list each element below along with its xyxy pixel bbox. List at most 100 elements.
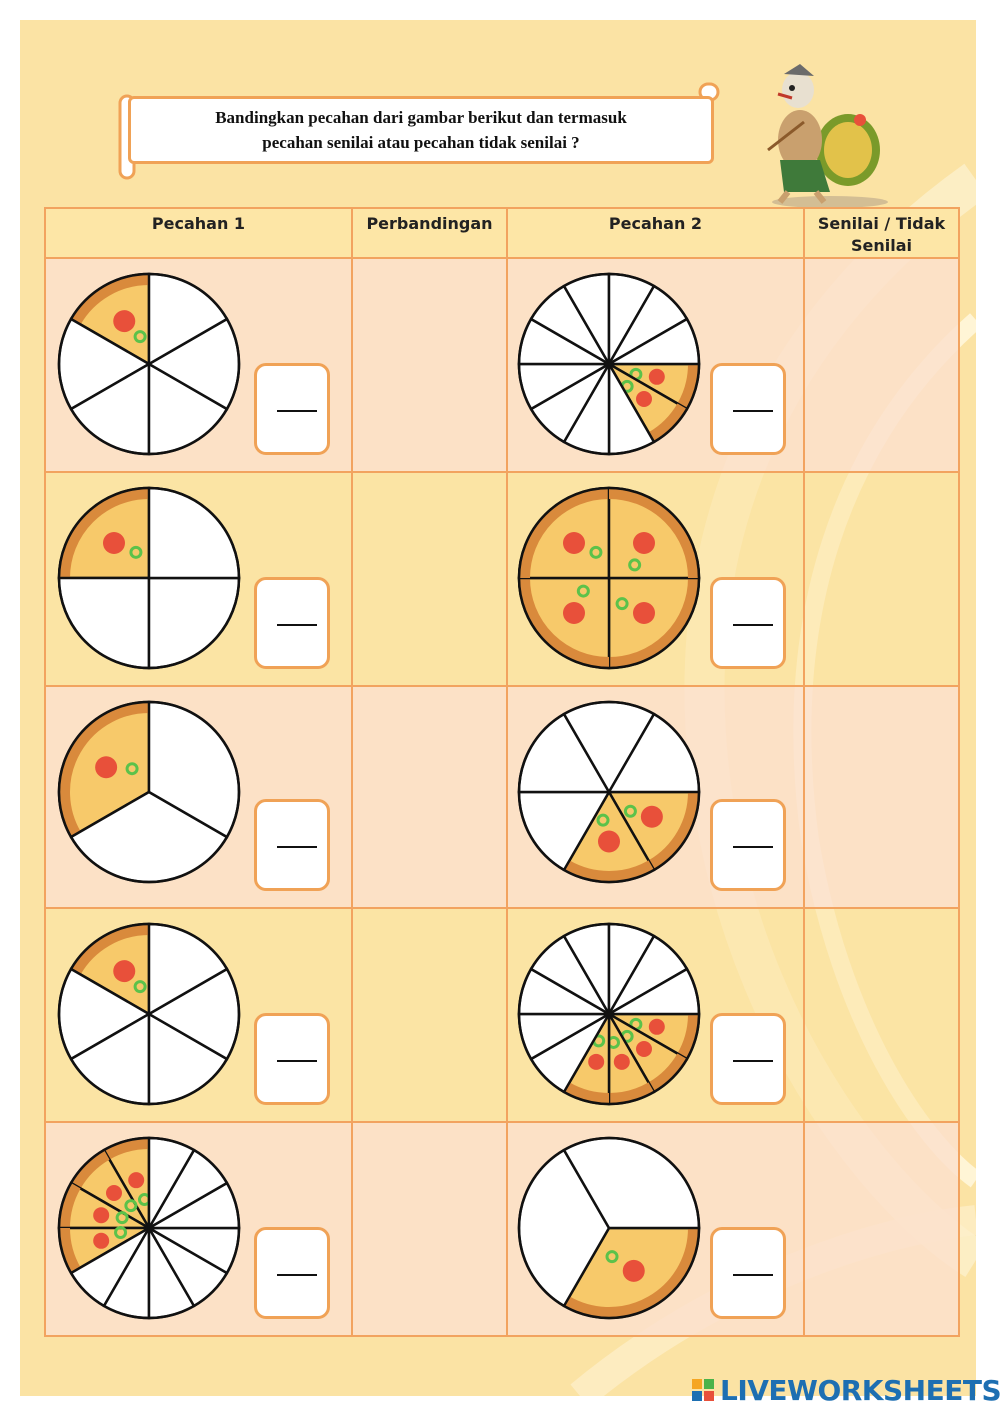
pepper-topping: [133, 980, 147, 994]
fraction-bar: [733, 410, 773, 412]
pepper-topping: [589, 545, 603, 559]
pizza-crust: [648, 1053, 687, 1092]
pepperoni-topping: [562, 602, 585, 625]
perbandingan-cell[interactable]: [351, 257, 508, 473]
header-pecahan-2: Pecahan 2: [506, 207, 805, 259]
pizza-outline: [517, 700, 701, 884]
fraction-bar: [277, 624, 317, 626]
pizza-crust: [648, 403, 687, 442]
pizza-crust: [104, 1139, 150, 1160]
pizza-crust: [564, 1082, 610, 1103]
pepper-topping: [115, 1211, 129, 1225]
fraction-bar: [277, 1060, 317, 1062]
pizza-crust: [60, 1227, 81, 1273]
senilai-cell[interactable]: [803, 1121, 960, 1337]
pepper-topping: [133, 330, 147, 344]
pizza-outline: [57, 272, 241, 456]
pepperoni-topping: [105, 1184, 122, 1201]
pizza-crust: [71, 925, 150, 975]
pepperoni-topping: [648, 1018, 665, 1035]
pecahan-1-cell: [44, 1121, 353, 1337]
pizza-fraction-2: [517, 486, 701, 670]
pizza-crust: [520, 489, 610, 579]
header-pecahan-1: Pecahan 1: [44, 207, 353, 259]
pizza-crust: [608, 1082, 654, 1103]
perbandingan-cell[interactable]: [351, 907, 508, 1123]
pepperoni-topping: [128, 1172, 145, 1189]
pecahan-1-answer-box[interactable]: [254, 1227, 330, 1319]
pepperoni-topping: [640, 805, 663, 828]
pepperoni-topping: [93, 1207, 110, 1224]
pepper-topping: [576, 584, 590, 598]
pepperoni-topping: [562, 531, 585, 554]
pizza-outline: [57, 922, 241, 1106]
pepperoni-topping: [636, 1041, 653, 1058]
pecahan-1-cell: [44, 907, 353, 1123]
pizza-crust: [564, 860, 654, 881]
pizza-outline: [517, 1136, 701, 1320]
pizza-fraction-2: [517, 700, 701, 884]
table-row: [44, 257, 960, 473]
pecahan-1-answer-box[interactable]: [254, 363, 330, 455]
pizza-crust: [608, 489, 698, 579]
pizza-outline: [517, 486, 701, 670]
pizza-fraction-1: [57, 1136, 241, 1320]
pecahan-2-answer-box[interactable]: [710, 799, 786, 891]
pepperoni-topping: [648, 368, 665, 385]
pizza-fraction-2: [517, 1136, 701, 1320]
fraction-bar: [733, 846, 773, 848]
pepper-topping: [605, 1250, 619, 1264]
pizza-crust: [564, 1227, 698, 1317]
pecahan-2-answer-box[interactable]: [710, 1227, 786, 1319]
brand-text: LIVEWORKSHEETS: [720, 1374, 1000, 1407]
pepperoni-topping: [636, 391, 653, 408]
perbandingan-cell[interactable]: [351, 685, 508, 909]
pecahan-1-answer-box[interactable]: [254, 1013, 330, 1105]
pizza-crust: [71, 275, 150, 325]
pizza-crust: [608, 577, 698, 667]
fraction-bar: [277, 846, 317, 848]
senilai-cell[interactable]: [803, 907, 960, 1123]
liveworksheets-logo: LIVEWORKSHEETS: [692, 1374, 1000, 1407]
perbandingan-cell[interactable]: [351, 1121, 508, 1337]
pecahan-2-cell: [506, 257, 805, 473]
senilai-cell[interactable]: [803, 471, 960, 687]
pepperoni-topping: [622, 1259, 645, 1282]
pizza-crust: [677, 1013, 698, 1059]
fraction-bar: [733, 1274, 773, 1276]
pizza-crust: [677, 363, 698, 409]
pepperoni-topping: [633, 602, 656, 625]
liveworksheets-icon: [692, 1378, 714, 1401]
pizza-fraction-2: [517, 922, 701, 1106]
senilai-cell[interactable]: [803, 685, 960, 909]
pecahan-2-answer-box[interactable]: [710, 577, 786, 669]
pepper-topping: [628, 558, 642, 572]
instruction-line-1: Bandingkan pecahan dari gambar berikut d…: [215, 108, 627, 127]
pepperoni-topping: [588, 1053, 605, 1070]
fraction-table: Pecahan 1 Perbandingan Pecahan 2 Senilai…: [44, 207, 960, 1337]
pepper-topping: [615, 597, 629, 611]
pecahan-2-cell: [506, 471, 805, 687]
pizza-crust: [60, 489, 150, 579]
pecahan-1-answer-box[interactable]: [254, 799, 330, 891]
pecahan-1-cell: [44, 471, 353, 687]
pizza-crust: [71, 1150, 110, 1189]
instruction-banner: Bandingkan pecahan dari gambar berikut d…: [128, 96, 714, 164]
instruction-line-2: pecahan senilai atau pecahan tidak senil…: [262, 133, 580, 152]
fraction-bar: [733, 624, 773, 626]
senilai-cell[interactable]: [803, 257, 960, 473]
pecahan-1-answer-box[interactable]: [254, 577, 330, 669]
pizza-outline: [57, 1136, 241, 1320]
pepperoni-topping: [95, 756, 118, 779]
pepperoni-topping: [633, 531, 656, 554]
pecahan-2-cell: [506, 907, 805, 1123]
pecahan-2-answer-box[interactable]: [710, 363, 786, 455]
perbandingan-cell[interactable]: [351, 471, 508, 687]
header-perbandingan: Perbandingan: [351, 207, 508, 259]
pepperoni-topping: [93, 1232, 110, 1249]
table-row: [44, 1121, 960, 1337]
pepperoni-topping: [113, 960, 136, 983]
fraction-bar: [733, 1060, 773, 1062]
pizza-outline: [517, 272, 701, 456]
pecahan-2-answer-box[interactable]: [710, 1013, 786, 1105]
